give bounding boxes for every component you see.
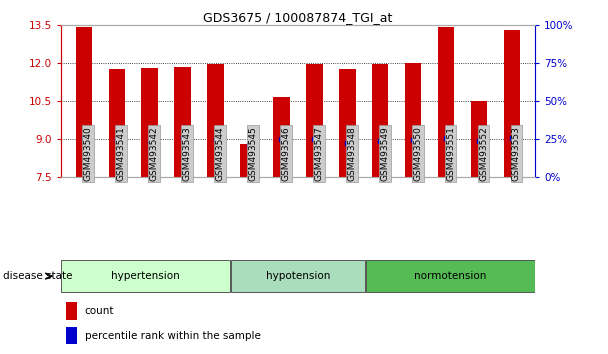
Bar — [142, 68, 158, 177]
Text: GSM493551: GSM493551 — [446, 126, 455, 181]
Text: GSM493540: GSM493540 — [84, 126, 93, 181]
Bar — [66, 327, 77, 344]
Text: normotension: normotension — [414, 271, 486, 281]
Text: GSM493549: GSM493549 — [380, 126, 389, 181]
FancyBboxPatch shape — [61, 260, 230, 292]
Text: GSM493545: GSM493545 — [249, 126, 258, 181]
Title: GDS3675 / 100087874_TGI_at: GDS3675 / 100087874_TGI_at — [203, 11, 393, 24]
Bar — [306, 64, 323, 177]
Bar — [504, 30, 520, 177]
Text: GSM493543: GSM493543 — [182, 126, 192, 181]
Text: GSM493547: GSM493547 — [314, 126, 323, 181]
Text: percentile rank within the sample: percentile rank within the sample — [85, 331, 260, 341]
Text: GSM493542: GSM493542 — [150, 126, 159, 181]
Text: GSM493546: GSM493546 — [282, 126, 291, 181]
Text: GSM493550: GSM493550 — [413, 126, 422, 181]
FancyBboxPatch shape — [230, 260, 365, 292]
FancyBboxPatch shape — [366, 260, 534, 292]
Text: GSM493553: GSM493553 — [512, 126, 521, 181]
Text: hypertension: hypertension — [111, 271, 180, 281]
Bar — [372, 64, 389, 177]
Bar — [438, 27, 454, 177]
Text: GSM493544: GSM493544 — [216, 126, 224, 181]
Text: GSM493552: GSM493552 — [479, 126, 488, 181]
Text: count: count — [85, 306, 114, 316]
Text: GSM493548: GSM493548 — [347, 126, 356, 181]
Bar — [109, 69, 125, 177]
Bar — [75, 27, 92, 177]
Bar — [174, 67, 191, 177]
Bar — [405, 63, 421, 177]
Bar — [66, 302, 77, 320]
Bar — [471, 101, 487, 177]
Text: GSM493541: GSM493541 — [117, 126, 126, 181]
Text: disease state: disease state — [3, 271, 72, 281]
Text: hypotension: hypotension — [266, 271, 330, 281]
Bar — [240, 143, 257, 177]
Bar — [339, 69, 356, 177]
Bar — [273, 97, 289, 177]
Bar — [207, 64, 224, 177]
